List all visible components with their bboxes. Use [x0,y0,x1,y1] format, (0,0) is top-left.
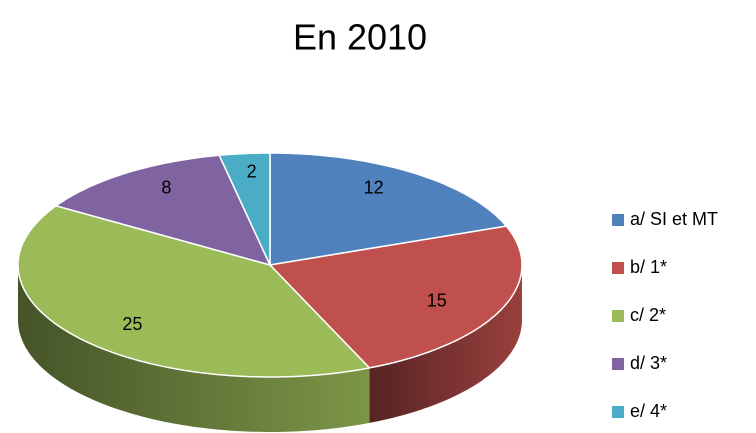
pie-slice [269,152,508,266]
pie-slice [17,205,371,378]
data-label: 2 [247,161,257,181]
data-label: 12 [364,178,384,198]
data-label: 15 [427,290,447,310]
legend-label: e/ 4* [630,401,667,421]
pie-side [369,265,522,423]
legend-label: d/ 3* [630,353,667,373]
data-label: 8 [161,178,171,198]
pie-slice [218,152,271,266]
legend-swatch [612,262,624,274]
legend-swatch [612,214,624,226]
pie-side [18,265,370,432]
legend-swatch [612,358,624,370]
legend-label: b/ 1* [630,257,667,277]
legend-swatch [612,406,624,418]
pie-slice [55,154,271,266]
legend-label: c/ 2* [630,305,666,325]
pie-slice [269,225,523,369]
data-label: 25 [122,314,142,334]
chart-title: En 2010 [293,17,427,58]
legend-swatch [612,310,624,322]
legend-label: a/ SI et MT [630,209,718,229]
